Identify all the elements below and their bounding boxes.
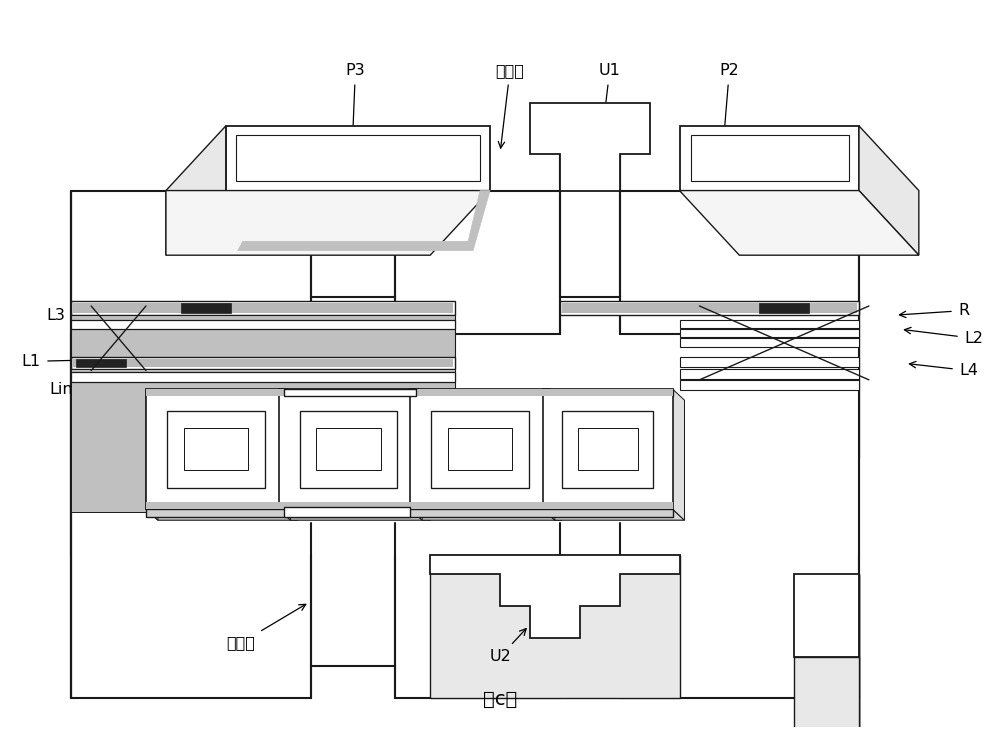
Polygon shape <box>543 509 684 520</box>
Polygon shape <box>410 502 550 509</box>
Text: P3: P3 <box>346 63 365 185</box>
Polygon shape <box>410 389 550 396</box>
Polygon shape <box>167 411 265 488</box>
Polygon shape <box>284 507 410 516</box>
Text: L1: L1 <box>22 354 104 369</box>
Polygon shape <box>279 502 418 509</box>
Polygon shape <box>680 329 859 337</box>
Polygon shape <box>146 509 673 516</box>
Polygon shape <box>76 358 126 367</box>
Polygon shape <box>238 191 490 250</box>
Polygon shape <box>680 338 859 346</box>
Text: Lin2: Lin2 <box>49 375 126 397</box>
Polygon shape <box>859 126 919 256</box>
Polygon shape <box>71 315 455 458</box>
Polygon shape <box>560 302 859 315</box>
Polygon shape <box>279 389 418 509</box>
Polygon shape <box>71 357 455 369</box>
Text: U1: U1 <box>598 63 621 148</box>
Polygon shape <box>146 396 684 407</box>
Polygon shape <box>680 380 859 390</box>
Polygon shape <box>284 389 416 396</box>
Text: L4: L4 <box>909 361 978 378</box>
Polygon shape <box>418 389 430 520</box>
Polygon shape <box>71 153 859 556</box>
Text: R: R <box>899 303 969 318</box>
Polygon shape <box>543 389 673 509</box>
Polygon shape <box>226 126 490 191</box>
Polygon shape <box>794 574 859 657</box>
Polygon shape <box>181 303 231 314</box>
Polygon shape <box>146 389 158 520</box>
Text: （c）: （c） <box>483 689 517 708</box>
Polygon shape <box>166 191 490 256</box>
Polygon shape <box>673 389 684 520</box>
Polygon shape <box>410 389 550 509</box>
Polygon shape <box>431 411 529 488</box>
Polygon shape <box>146 389 286 396</box>
Polygon shape <box>166 126 226 256</box>
Polygon shape <box>680 369 859 379</box>
Polygon shape <box>550 389 562 520</box>
Polygon shape <box>543 389 555 520</box>
Polygon shape <box>562 303 857 314</box>
Text: L2: L2 <box>904 327 983 345</box>
Polygon shape <box>759 303 809 314</box>
Polygon shape <box>448 428 512 470</box>
Text: U2: U2 <box>489 629 526 665</box>
Polygon shape <box>184 428 248 470</box>
Polygon shape <box>430 556 680 638</box>
Polygon shape <box>543 502 673 509</box>
Polygon shape <box>146 389 673 396</box>
Text: L3: L3 <box>47 308 145 323</box>
Polygon shape <box>430 556 680 699</box>
Polygon shape <box>680 357 859 367</box>
Polygon shape <box>73 358 453 367</box>
Polygon shape <box>530 103 650 191</box>
Polygon shape <box>279 509 430 520</box>
Polygon shape <box>71 320 455 329</box>
Polygon shape <box>71 297 859 699</box>
Polygon shape <box>71 369 455 512</box>
Polygon shape <box>794 657 859 756</box>
Polygon shape <box>73 303 453 314</box>
Text: P2: P2 <box>717 63 739 185</box>
Polygon shape <box>562 411 653 488</box>
Polygon shape <box>146 509 298 520</box>
Polygon shape <box>279 389 291 520</box>
Polygon shape <box>71 373 455 382</box>
Polygon shape <box>543 389 673 396</box>
Polygon shape <box>146 502 286 509</box>
Polygon shape <box>680 320 859 328</box>
Polygon shape <box>316 428 381 470</box>
Text: P4: P4 <box>809 643 836 678</box>
Polygon shape <box>410 389 422 520</box>
Polygon shape <box>146 389 286 509</box>
Text: 接地端: 接地端 <box>226 604 306 650</box>
Polygon shape <box>410 509 562 520</box>
Polygon shape <box>71 302 455 315</box>
Text: 接地端: 接地端 <box>496 63 524 148</box>
Polygon shape <box>680 191 919 256</box>
Polygon shape <box>680 126 859 191</box>
Polygon shape <box>300 411 397 488</box>
Polygon shape <box>578 428 638 470</box>
Polygon shape <box>286 389 298 520</box>
Polygon shape <box>279 389 418 396</box>
